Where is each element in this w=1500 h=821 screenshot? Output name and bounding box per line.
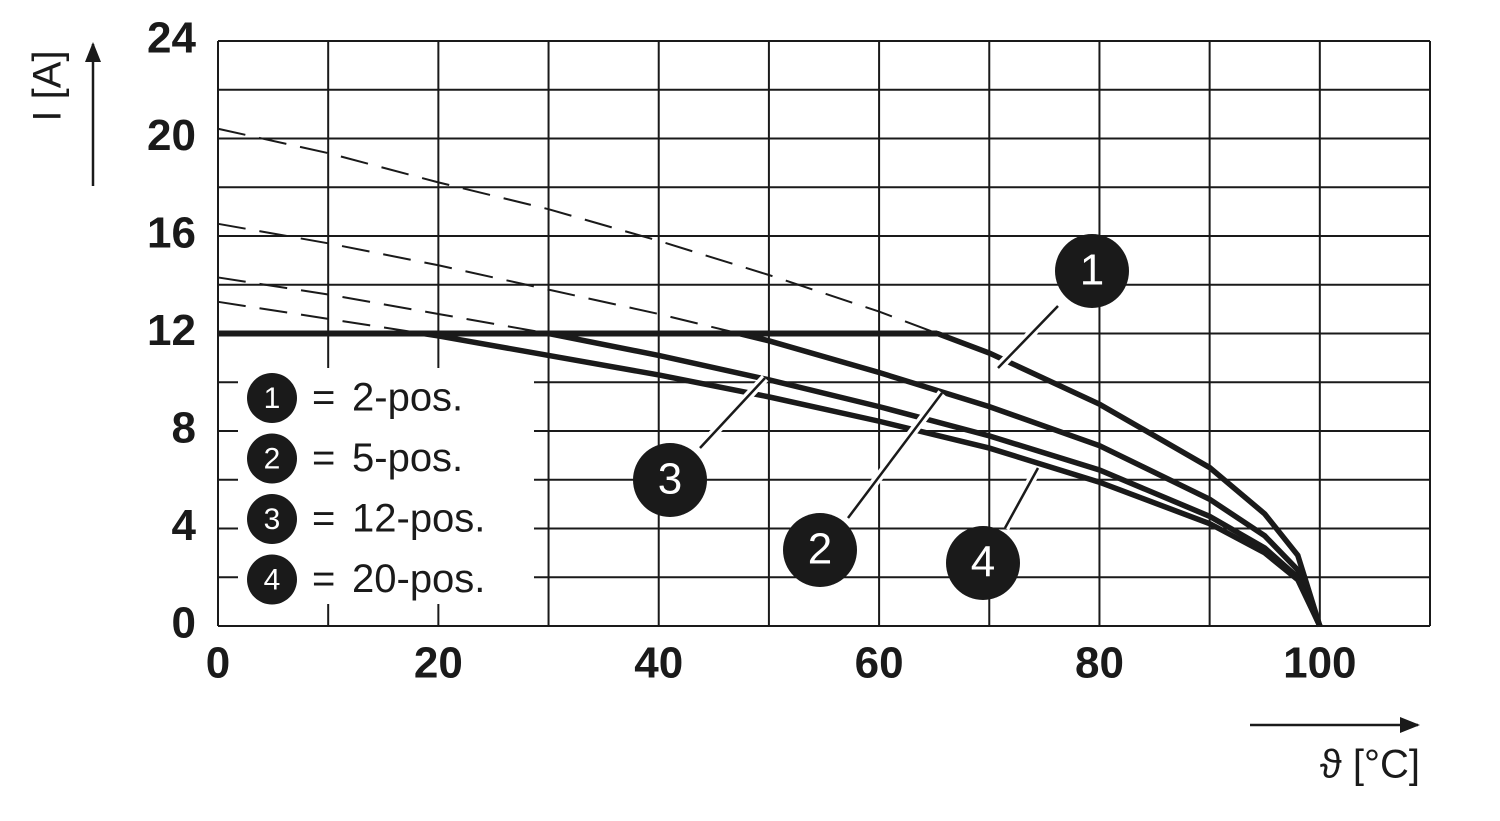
callout-circle — [633, 443, 707, 517]
y-tick-label: 0 — [172, 599, 196, 648]
callout-leader — [699, 377, 766, 449]
callout-leader — [997, 305, 1059, 369]
legend-label: 12-pos. — [352, 497, 485, 541]
legend-marker — [247, 554, 297, 605]
curve — [922, 331, 1323, 627]
y-tick-label: 24 — [147, 14, 196, 63]
callout-leader — [847, 392, 943, 519]
x-tick-label: 0 — [206, 639, 230, 688]
legend-separator: = — [312, 497, 335, 541]
legend-label: 2-pos. — [352, 376, 463, 420]
legend-marker — [247, 433, 297, 484]
legend-marker — [247, 494, 297, 544]
legend-separator: = — [312, 436, 335, 480]
callout-circle — [783, 513, 857, 587]
legend-marker-label: 4 — [264, 563, 281, 596]
callout-label: 3 — [658, 455, 682, 504]
curves: 1 2 3 4 — [217, 127, 1323, 628]
x-axis-label: ϑ [°C] — [1320, 743, 1420, 787]
y-tick-label: 20 — [147, 111, 196, 160]
x-tick-label: 100 — [1283, 639, 1356, 688]
legend: 1 = 2-pos. 2 = 5-pos. 3 = 12-pos. 4 = 20-pos. — [247, 373, 485, 605]
x-tick-label: 60 — [855, 639, 904, 688]
y-tick-label: 12 — [147, 306, 196, 355]
callout-label: 4 — [971, 538, 995, 587]
x-tick-label: 40 — [634, 639, 683, 688]
legend-marker — [247, 373, 297, 423]
callout-leader — [1003, 467, 1040, 529]
legend-label: 5-pos. — [352, 436, 463, 480]
callout-circle — [946, 526, 1020, 600]
curve-extension — [217, 127, 934, 331]
curve-extension — [217, 276, 541, 331]
curve — [518, 331, 1323, 628]
callout-label: 1 — [1080, 246, 1104, 295]
x-tick-label: 80 — [1075, 639, 1124, 688]
y-tick-label: 8 — [172, 404, 196, 453]
curve-extension — [217, 222, 733, 331]
x-tick-label: 20 — [414, 639, 463, 688]
callout-label: 2 — [808, 525, 832, 574]
y-axis-label: I [A] — [26, 50, 70, 121]
legend-marker-label: 1 — [264, 382, 281, 415]
legend-separator: = — [312, 376, 335, 420]
curve — [388, 331, 1323, 628]
legend-marker-label: 2 — [264, 442, 281, 475]
y-tick-label: 4 — [172, 501, 197, 550]
curve — [716, 331, 1323, 628]
legend-label: 20-pos. — [352, 557, 485, 601]
y-tick-label: 16 — [147, 209, 196, 258]
legend-marker-label: 3 — [264, 503, 281, 536]
legend-separator: = — [312, 557, 335, 601]
callout-circle — [1055, 234, 1129, 308]
